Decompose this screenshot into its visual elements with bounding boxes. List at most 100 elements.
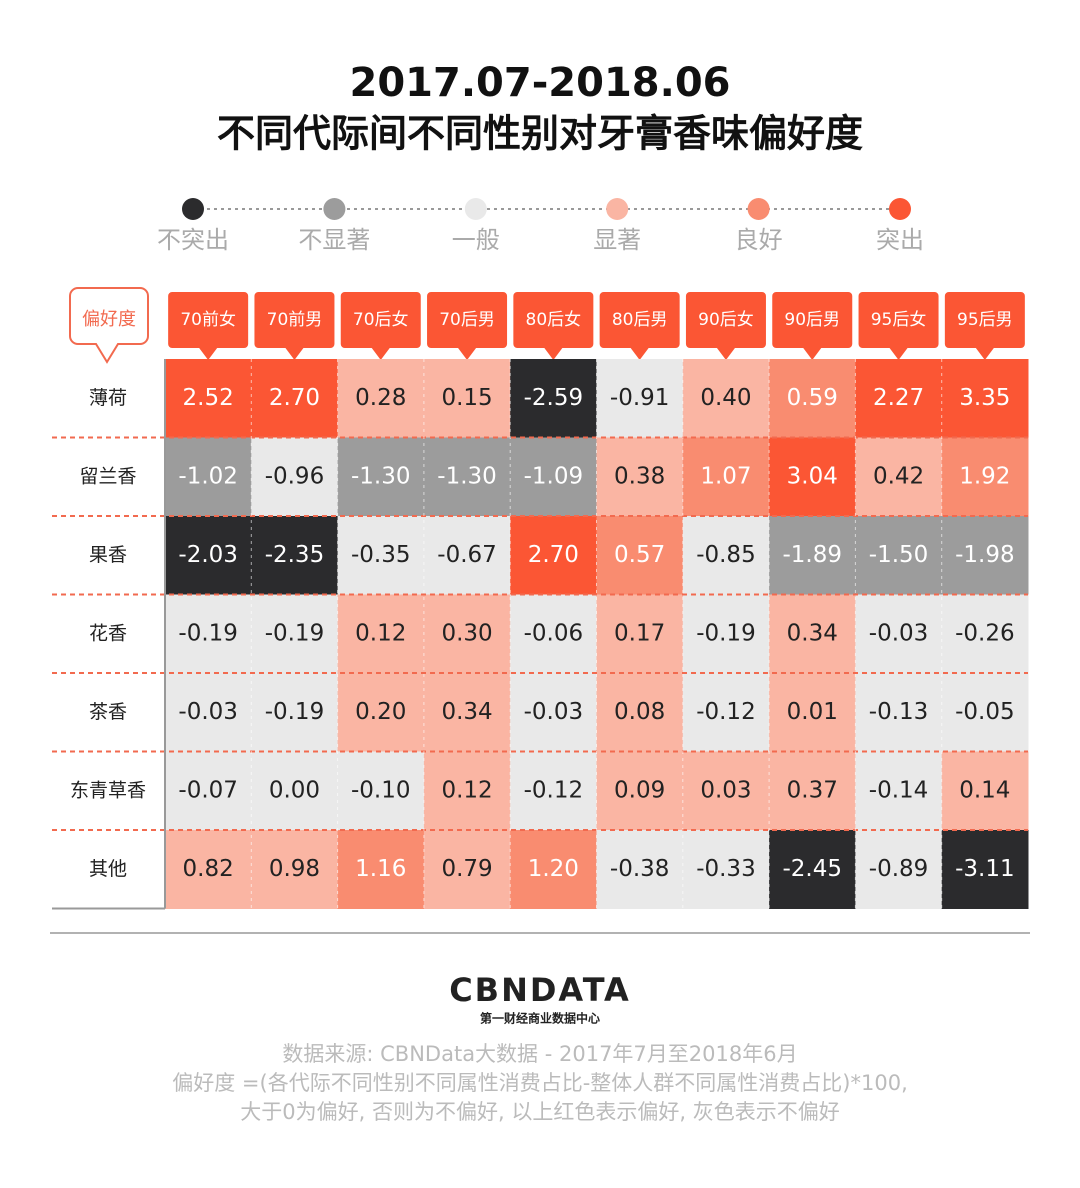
cell [251, 830, 339, 909]
column-tag [254, 292, 335, 360]
cell-value: 1.07 [700, 463, 751, 489]
cell [423, 830, 511, 909]
cell [251, 594, 339, 674]
cell [337, 830, 425, 909]
cell [855, 594, 943, 674]
cell-value: -0.03 [524, 699, 584, 725]
cell [769, 437, 856, 517]
cell-value: 3.04 [787, 463, 838, 489]
cell-value: 3.35 [959, 385, 1010, 411]
cell [596, 437, 684, 517]
cell [423, 437, 511, 517]
cell [251, 751, 339, 831]
cell [769, 751, 856, 831]
cell [510, 830, 597, 909]
column-tag [772, 292, 853, 360]
cell [769, 516, 856, 595]
cell-value: -3.11 [955, 856, 1015, 882]
legend-dot [747, 198, 770, 220]
cell-value: 0.37 [787, 777, 838, 803]
cell [337, 516, 425, 595]
cell-value: -0.05 [955, 699, 1015, 725]
cell-value: 0.42 [873, 463, 924, 489]
cell [682, 830, 770, 909]
cell-value: -0.26 [955, 620, 1015, 646]
logo: CBNDATA [449, 971, 631, 1009]
cell-value: 0.57 [614, 542, 665, 568]
cell-value: -0.12 [696, 699, 756, 725]
column-tag [340, 292, 421, 360]
cell-value: 0.15 [441, 385, 492, 411]
column-tag [599, 292, 680, 360]
cell-value: -0.10 [351, 777, 411, 803]
row-label: 果香 [89, 544, 127, 566]
cell [251, 516, 339, 595]
cell [769, 359, 856, 438]
cell [855, 751, 943, 831]
cell [251, 359, 339, 438]
cell [423, 594, 511, 674]
cell-value: -1.98 [955, 542, 1015, 568]
cell [682, 359, 770, 438]
legend-label: 不突出 [157, 226, 229, 254]
cell-value: 2.70 [269, 385, 320, 411]
cell [165, 359, 252, 438]
cell [510, 516, 597, 595]
cell-value: 0.34 [787, 620, 838, 646]
cell-value: -0.38 [610, 856, 670, 882]
cell [596, 830, 684, 909]
cell-value: 2.27 [873, 385, 924, 411]
cell [682, 516, 770, 595]
column-tag [168, 292, 249, 360]
cell-value: -0.03 [869, 620, 929, 646]
column-header: 70后女 [353, 310, 409, 330]
cell-value: 0.34 [441, 699, 492, 725]
note: 偏好度 =(各代际不同性别不同属性消费占比-整体人群不同属性消费占比)*100, [172, 1071, 908, 1095]
legend-label: 一般 [452, 226, 500, 254]
cell [165, 594, 252, 674]
cell [165, 830, 252, 909]
cell [941, 751, 1029, 831]
cell [941, 437, 1029, 517]
cell-value: -1.09 [524, 463, 584, 489]
cell-value: -0.07 [178, 777, 238, 803]
cell-value: 0.08 [614, 699, 665, 725]
note: 数据来源: CBNData大数据 - 2017年7月至2018年6月 [282, 1042, 797, 1066]
cell [941, 673, 1029, 752]
cell-value: -2.59 [524, 385, 584, 411]
cell-value: -2.35 [265, 542, 325, 568]
cell-value: 0.38 [614, 463, 665, 489]
legend-dot [889, 198, 911, 220]
cell [769, 830, 856, 909]
cell-value: 2.52 [183, 385, 234, 411]
cell [510, 673, 597, 752]
legend-label: 突出 [876, 226, 924, 254]
cell [510, 359, 597, 438]
cell-value: -0.14 [869, 777, 929, 803]
cell-value: 0.28 [355, 385, 406, 411]
cell [510, 594, 597, 674]
cell-value: 0.01 [787, 699, 838, 725]
cell [165, 516, 252, 595]
cell [251, 437, 339, 517]
cell-value: -0.06 [524, 620, 584, 646]
cell [769, 673, 856, 752]
row-label: 花香 [89, 622, 127, 644]
cell [769, 594, 856, 674]
cell [423, 516, 511, 595]
cell-value: -0.35 [351, 542, 411, 568]
cell [165, 673, 252, 752]
cell [855, 437, 943, 517]
cell-value: -0.13 [869, 699, 929, 725]
cell-value: -0.03 [178, 699, 238, 725]
cell [855, 516, 943, 595]
cell-value: -1.50 [869, 542, 929, 568]
legend-dot [182, 198, 204, 220]
cell-value: 2.70 [528, 542, 579, 568]
cell [941, 516, 1029, 595]
column-tag [685, 292, 766, 360]
cell-value: -0.19 [178, 620, 238, 646]
cell [682, 673, 770, 752]
cell [596, 359, 684, 438]
